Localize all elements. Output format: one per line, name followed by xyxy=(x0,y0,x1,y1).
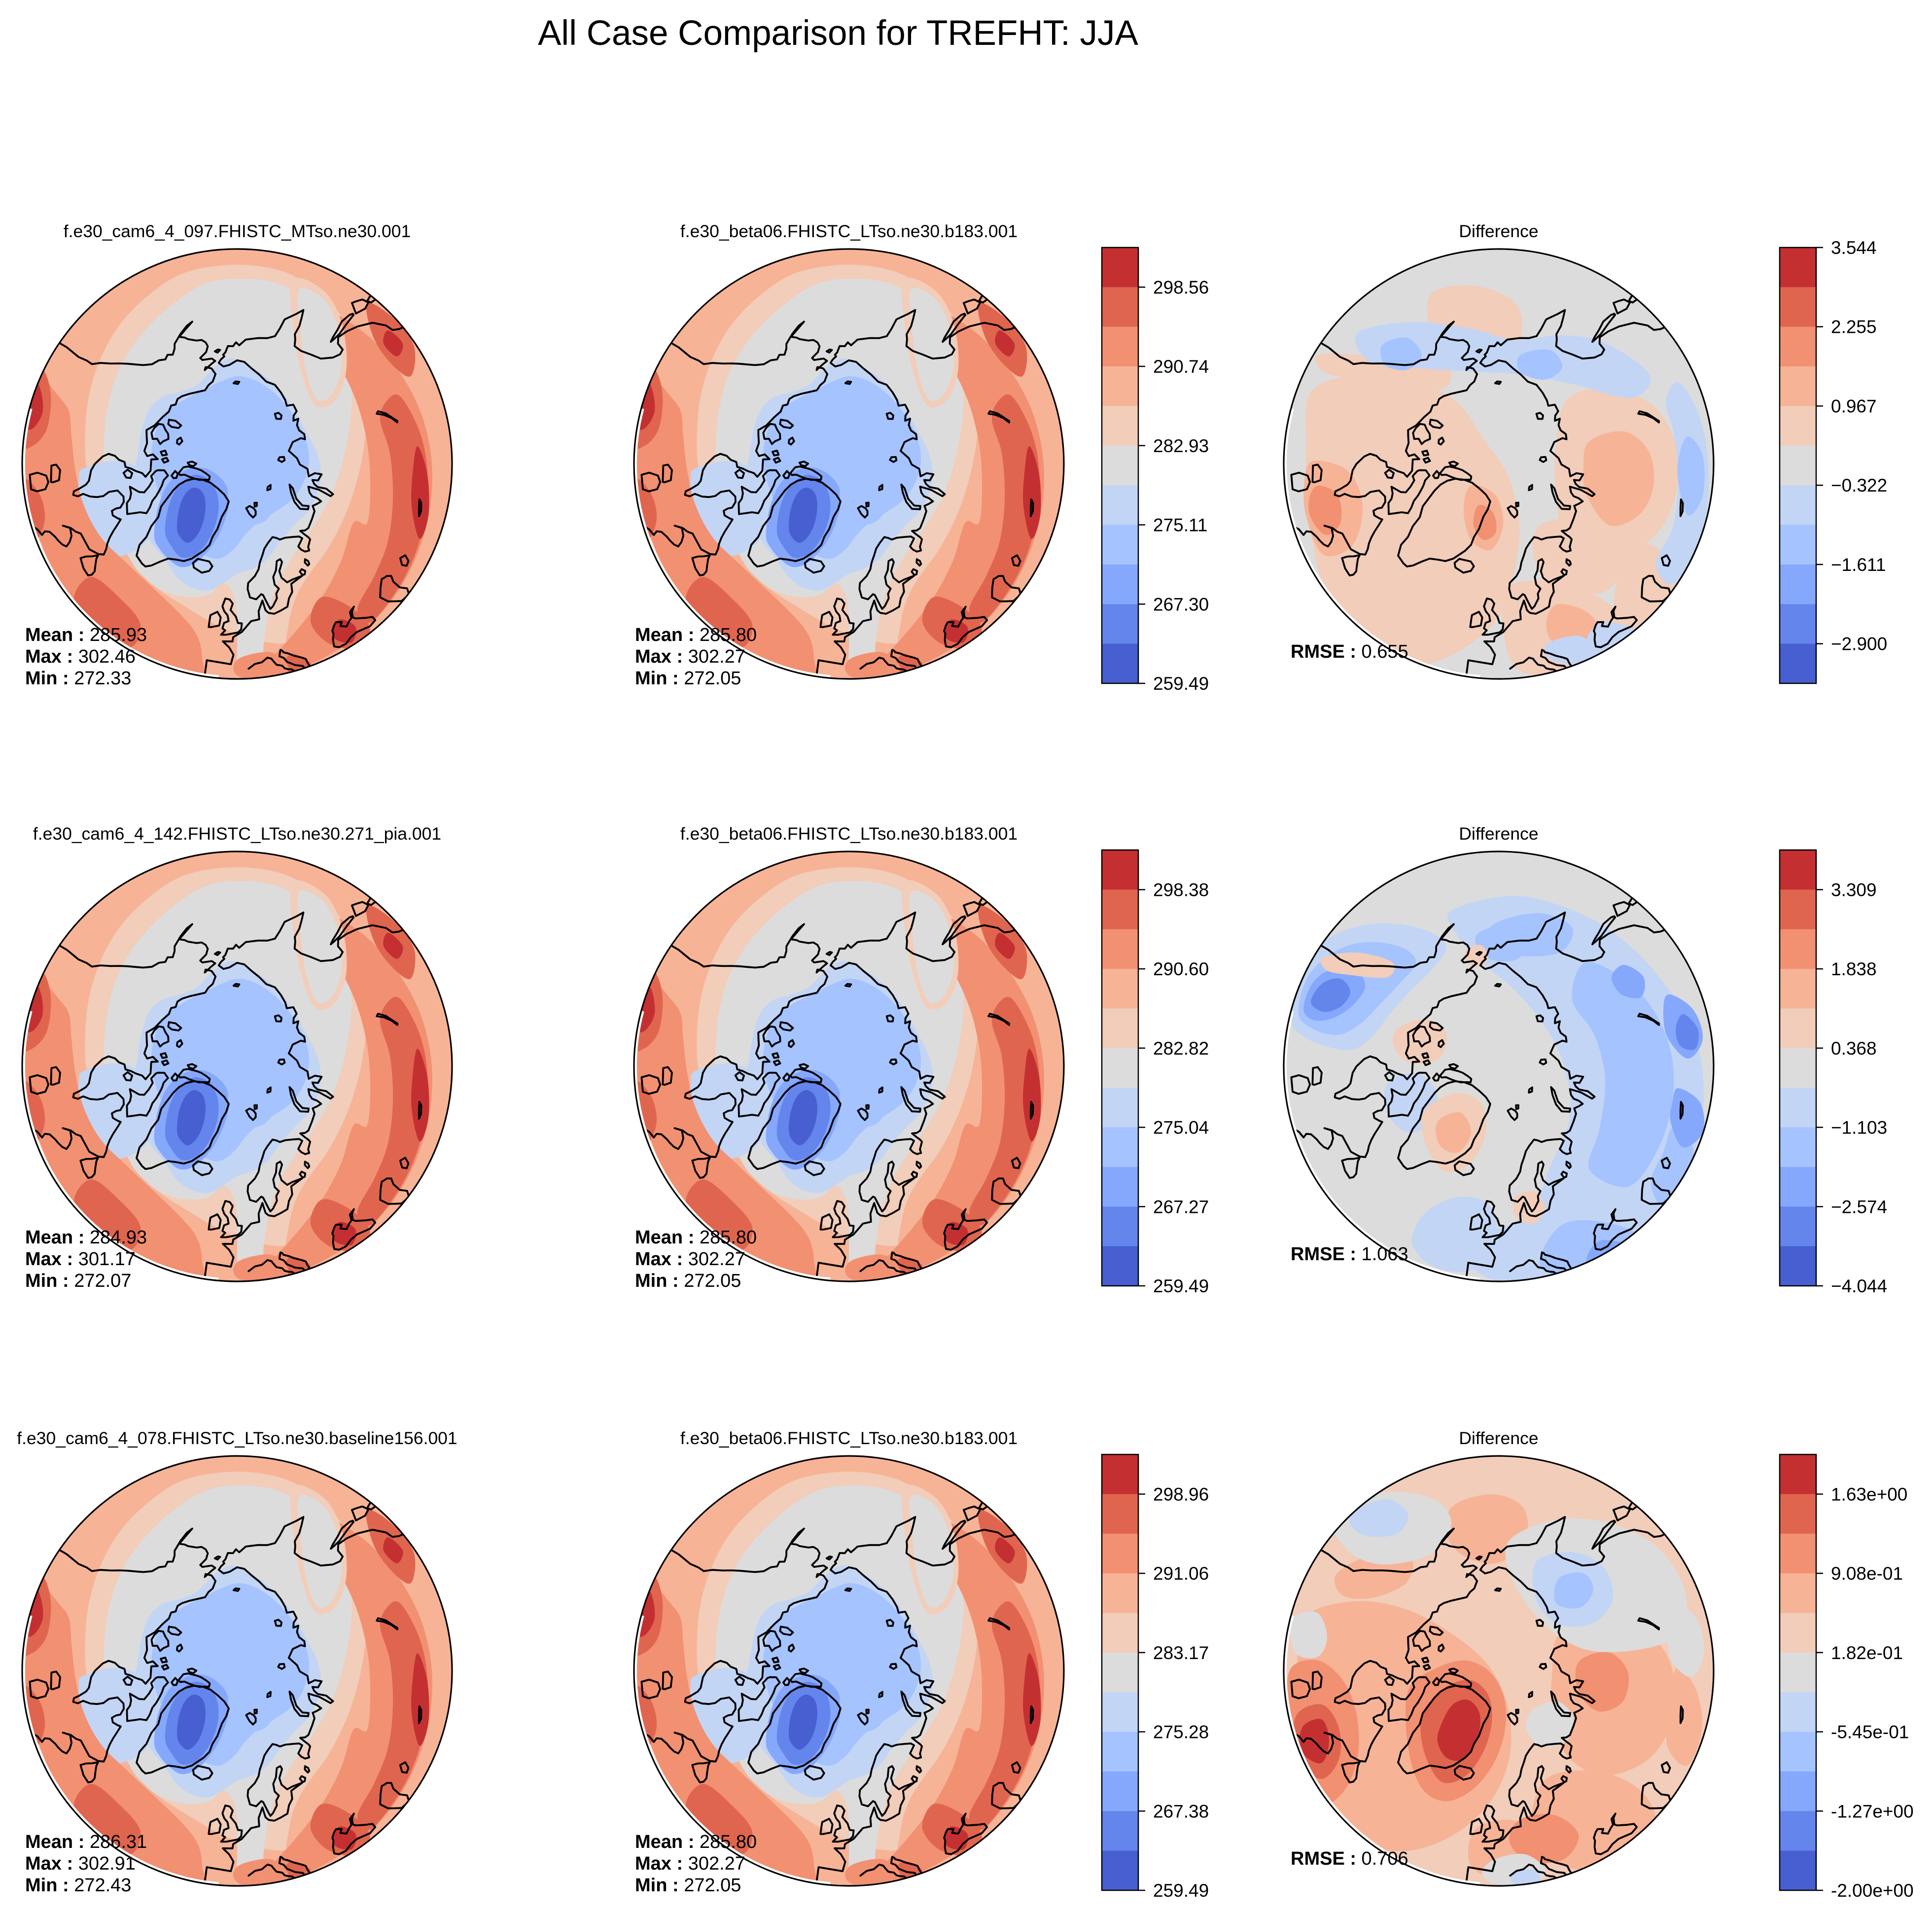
svg-text:Max : 302.46: Max : 302.46 xyxy=(25,646,136,667)
svg-text:Mean : 285.93: Mean : 285.93 xyxy=(25,625,147,645)
svg-text:282.93: 282.93 xyxy=(1153,436,1209,456)
svg-text:298.38: 298.38 xyxy=(1153,880,1209,900)
svg-text:−1.611: −1.611 xyxy=(1831,555,1886,575)
svg-text:298.96: 298.96 xyxy=(1153,1484,1209,1504)
svg-text:−4.044: −4.044 xyxy=(1831,1276,1887,1296)
svg-text:All Case Comparison for TREFHT: All Case Comparison for TREFHT: JJA xyxy=(538,14,1138,53)
svg-text:RMSE : 0.706: RMSE : 0.706 xyxy=(1291,1848,1408,1869)
svg-text:Difference: Difference xyxy=(1459,1428,1538,1448)
svg-text:Mean : 285.80: Mean : 285.80 xyxy=(635,625,757,645)
svg-text:RMSE : 0.655: RMSE : 0.655 xyxy=(1291,641,1408,662)
svg-text:f.e30_cam6_4_097.FHISTC_MTso.n: f.e30_cam6_4_097.FHISTC_MTso.ne30.001 xyxy=(64,221,411,241)
svg-text:f.e30_beta06.FHISTC_LTso.ne30.: f.e30_beta06.FHISTC_LTso.ne30.b183.001 xyxy=(680,1428,1018,1448)
svg-text:Mean : 285.80: Mean : 285.80 xyxy=(635,1227,757,1248)
svg-text:Mean : 285.80: Mean : 285.80 xyxy=(635,1832,757,1852)
svg-text:-5.45e-01: -5.45e-01 xyxy=(1831,1722,1909,1742)
svg-text:2.255: 2.255 xyxy=(1831,317,1877,337)
svg-text:Max : 302.27: Max : 302.27 xyxy=(635,1853,745,1874)
svg-text:Max : 301.17: Max : 301.17 xyxy=(25,1249,136,1270)
svg-text:Min : 272.05: Min : 272.05 xyxy=(635,1271,741,1291)
svg-text:f.e30_cam6_4_078.FHISTC_LTso.n: f.e30_cam6_4_078.FHISTC_LTso.ne30.baseli… xyxy=(17,1428,457,1448)
svg-text:267.38: 267.38 xyxy=(1153,1801,1209,1821)
svg-text:RMSE : 1.063: RMSE : 1.063 xyxy=(1291,1244,1408,1265)
svg-text:0.368: 0.368 xyxy=(1831,1038,1877,1059)
svg-text:290.74: 290.74 xyxy=(1153,356,1209,377)
svg-text:275.04: 275.04 xyxy=(1153,1118,1209,1138)
svg-text:Max : 302.27: Max : 302.27 xyxy=(635,646,745,667)
svg-text:-1.27e+00: -1.27e+00 xyxy=(1831,1801,1914,1821)
svg-text:290.60: 290.60 xyxy=(1153,959,1209,979)
svg-text:Mean : 284.93: Mean : 284.93 xyxy=(25,1227,147,1248)
svg-text:259.49: 259.49 xyxy=(1153,1880,1209,1901)
svg-text:−0.322: −0.322 xyxy=(1831,475,1887,496)
svg-text:9.08e-01: 9.08e-01 xyxy=(1831,1563,1903,1584)
svg-text:3.544: 3.544 xyxy=(1831,238,1877,258)
svg-text:−2.900: −2.900 xyxy=(1831,634,1887,654)
svg-text:3.309: 3.309 xyxy=(1831,880,1877,900)
svg-text:Max : 302.91: Max : 302.91 xyxy=(25,1853,136,1874)
svg-text:-2.00e+00: -2.00e+00 xyxy=(1831,1880,1914,1901)
svg-text:Max : 302.27: Max : 302.27 xyxy=(635,1249,745,1270)
svg-text:282.82: 282.82 xyxy=(1153,1038,1209,1059)
svg-text:259.49: 259.49 xyxy=(1153,673,1209,694)
svg-text:267.30: 267.30 xyxy=(1153,594,1209,614)
svg-text:−2.574: −2.574 xyxy=(1831,1197,1887,1217)
svg-text:Difference: Difference xyxy=(1459,221,1538,241)
svg-text:1.82e-01: 1.82e-01 xyxy=(1831,1643,1903,1663)
svg-text:259.49: 259.49 xyxy=(1153,1276,1209,1296)
svg-text:275.11: 275.11 xyxy=(1153,515,1207,535)
svg-text:275.28: 275.28 xyxy=(1153,1722,1209,1742)
svg-text:Min : 272.43: Min : 272.43 xyxy=(25,1875,131,1896)
svg-text:f.e30_beta06.FHISTC_LTso.ne30.: f.e30_beta06.FHISTC_LTso.ne30.b183.001 xyxy=(680,221,1018,241)
svg-text:f.e30_beta06.FHISTC_LTso.ne30.: f.e30_beta06.FHISTC_LTso.ne30.b183.001 xyxy=(680,824,1018,844)
svg-text:298.56: 298.56 xyxy=(1153,277,1209,297)
svg-text:267.27: 267.27 xyxy=(1153,1197,1209,1217)
svg-text:Difference: Difference xyxy=(1459,824,1538,844)
svg-text:Min : 272.33: Min : 272.33 xyxy=(25,668,131,689)
svg-text:−1.103: −1.103 xyxy=(1831,1118,1887,1138)
svg-text:f.e30_cam6_4_142.FHISTC_LTso.n: f.e30_cam6_4_142.FHISTC_LTso.ne30.271_pi… xyxy=(33,824,441,844)
svg-text:Mean : 286.31: Mean : 286.31 xyxy=(25,1832,147,1852)
svg-text:291.06: 291.06 xyxy=(1153,1563,1209,1584)
svg-text:1.838: 1.838 xyxy=(1831,959,1877,979)
svg-text:Min : 272.07: Min : 272.07 xyxy=(25,1271,131,1291)
svg-text:283.17: 283.17 xyxy=(1153,1643,1209,1663)
svg-text:0.967: 0.967 xyxy=(1831,396,1877,417)
svg-text:Min : 272.05: Min : 272.05 xyxy=(635,668,741,689)
svg-text:1.63e+00: 1.63e+00 xyxy=(1831,1484,1907,1504)
svg-text:Min : 272.05: Min : 272.05 xyxy=(635,1875,741,1896)
